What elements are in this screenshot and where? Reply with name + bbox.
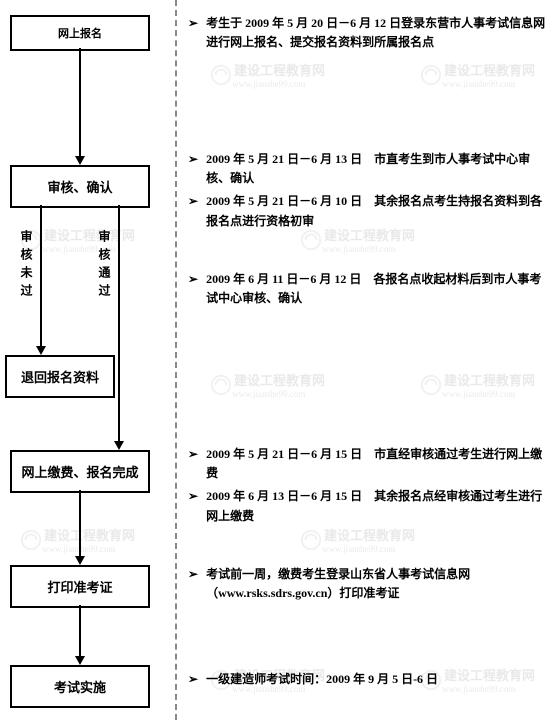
bullet-icon: ➢: [188, 192, 198, 230]
desc-text: 考生于 2009 年 5 月 20 日－6 月 12 日登录东营市人事考试信息网…: [206, 14, 552, 52]
step-label: 考试实施: [54, 680, 106, 695]
arrow: [118, 205, 120, 443]
branch-pass-label: 审核通过: [96, 230, 113, 302]
desc-text: 一级建造师考试时间：2009 年 9 月 5 日-6 日: [206, 670, 552, 689]
watermark: 建设工程教育网www.jianshe99.com: [210, 60, 325, 89]
vertical-divider: [175, 0, 177, 720]
bullet-icon: ➢: [188, 14, 198, 52]
bullet-icon: ➢: [188, 565, 198, 603]
bullet-icon: ➢: [188, 670, 198, 689]
watermark: 建设工程教育网www.jianshe99.com: [20, 525, 135, 554]
bullet-icon: ➢: [188, 445, 198, 483]
step-label: 网上缴费、报名完成: [21, 465, 138, 480]
arrow-head-icon: [75, 156, 85, 165]
desc-review: ➢2009 年 5 月 21 日－6 月 13 日 市直考生到市人事考试中心审核…: [188, 150, 552, 235]
branch-fail-label: 审核未过: [18, 230, 35, 302]
desc-print: ➢考试前一周，缴费考生登录山东省人事考试信息网（www.rsks.sdrs.go…: [188, 565, 552, 607]
step-exam: 考试实施: [10, 665, 150, 708]
arrow: [40, 205, 42, 347]
desc-pay: ➢2009 年 5 月 21 日－6 月 15 日 市直经审核通过考生进行网上缴…: [188, 445, 552, 530]
bullet-icon: ➢: [188, 487, 198, 525]
watermark: 建设工程教育网www.jianshe99.com: [420, 60, 535, 89]
desc-review2: ➢2009 年 6 月 11 日－6 月 12 日 各报名点收起材料后到市人事考…: [188, 270, 552, 312]
desc-text: 2009 年 6 月 13 日－6 月 15 日 其余报名点经审核通过考生进行网…: [206, 487, 552, 525]
arrow-head-icon: [36, 346, 46, 355]
desc-text: 2009 年 5 月 21 日－6 月 10 日 其余报名点考生持报名资料到各报…: [206, 192, 552, 230]
arrow-head-icon: [75, 656, 85, 665]
bullet-icon: ➢: [188, 150, 198, 188]
step-return-material: 退回报名资料: [5, 355, 115, 398]
step-label: 打印准考证: [47, 580, 112, 595]
step-review-confirm: 审核、确认: [10, 165, 150, 208]
step-print-ticket: 打印准考证: [10, 565, 150, 608]
arrow: [79, 490, 81, 556]
step-label: 退回报名资料: [21, 370, 99, 385]
bullet-icon: ➢: [188, 270, 198, 308]
arrow: [79, 48, 81, 156]
desc-text: 考试前一周，缴费考生登录山东省人事考试信息网（www.rsks.sdrs.gov…: [206, 565, 552, 603]
desc-text: 2009 年 5 月 21 日－6 月 15 日 市直经审核通过考生进行网上缴费: [206, 445, 552, 483]
arrow: [79, 605, 81, 657]
arrow-head-icon: [114, 441, 124, 450]
step-pay-complete: 网上缴费、报名完成: [10, 450, 150, 493]
desc-exam: ➢ 一级建造师考试时间：2009 年 9 月 5 日-6 日: [188, 670, 552, 693]
watermark: 建设工程教育网www.jianshe99.com: [420, 370, 535, 399]
desc-register: ➢考生于 2009 年 5 月 20 日－6 月 12 日登录东营市人事考试信息…: [188, 14, 552, 56]
diagram-root: 建设工程教育网www.jianshe99.com 建设工程教育网www.jian…: [0, 0, 560, 720]
step-label: 审核、确认: [47, 180, 112, 195]
desc-text: 2009 年 6 月 11 日－6 月 12 日 各报名点收起材料后到市人事考试…: [206, 270, 552, 308]
step-online-register: 网上报名: [10, 15, 150, 51]
desc-text: 2009 年 5 月 21 日－6 月 13 日 市直考生到市人事考试中心审核、…: [206, 150, 552, 188]
watermark: 建设工程教育网www.jianshe99.com: [210, 370, 325, 399]
arrow-head-icon: [75, 556, 85, 565]
step-label: 网上报名: [58, 28, 102, 40]
